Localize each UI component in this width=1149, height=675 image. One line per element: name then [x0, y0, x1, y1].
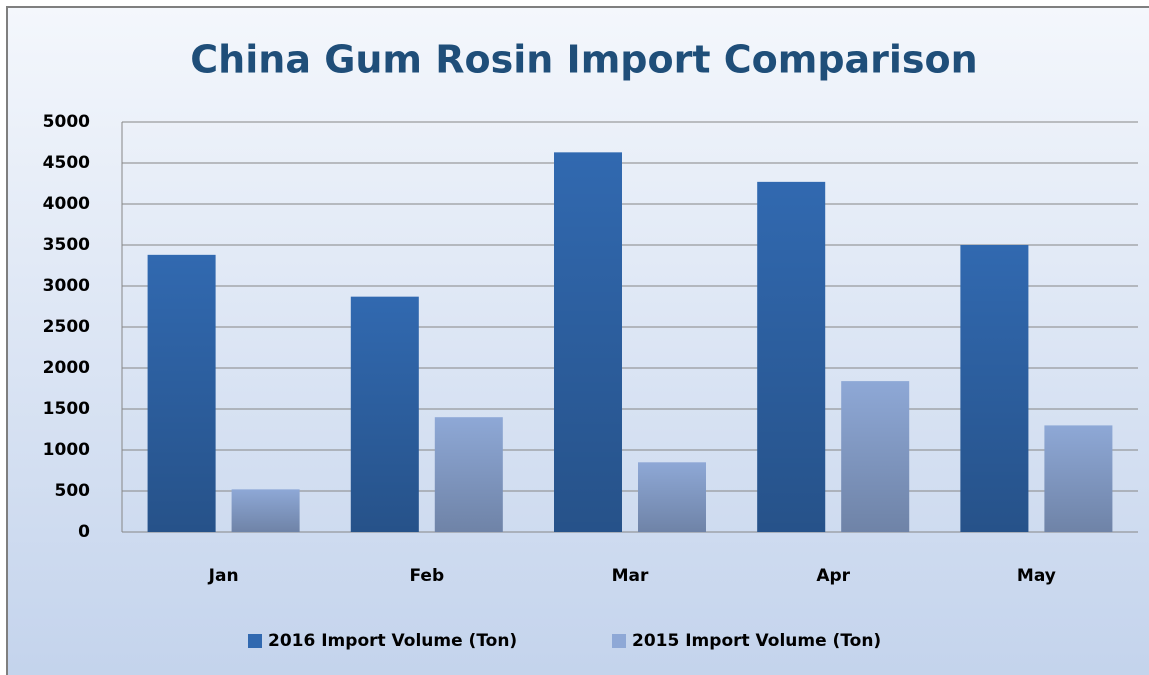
y-tick-label: 500 [55, 481, 91, 501]
y-tick-label: 3500 [43, 235, 90, 255]
y-tick-label: 2000 [43, 358, 90, 378]
x-tick-label: May [1017, 566, 1056, 586]
y-tick-label: 4000 [43, 194, 90, 214]
x-tick-label: Jan [208, 566, 239, 586]
x-tick-label: Feb [409, 566, 444, 586]
chart-title: China Gum Rosin Import Comparison [190, 38, 977, 82]
bar [841, 381, 910, 532]
bar [147, 254, 216, 532]
bar [638, 462, 706, 532]
bar [1044, 425, 1113, 532]
x-tick-label: Mar [612, 566, 649, 586]
x-tick-label: Apr [816, 566, 850, 586]
legend-label: 2016 Import Volume (Ton) [268, 631, 517, 651]
bar [350, 296, 419, 532]
bar [757, 181, 826, 533]
y-tick-label: 2500 [43, 317, 90, 337]
y-tick-label: 1500 [43, 399, 90, 419]
y-tick-label: 4500 [43, 153, 90, 173]
legend-swatch [612, 634, 626, 648]
y-tick-label: 0 [78, 522, 90, 542]
bar [434, 417, 503, 532]
bar [554, 152, 622, 532]
bar [960, 245, 1029, 532]
y-tick-label: 3000 [43, 276, 90, 296]
y-tick-label: 1000 [43, 440, 90, 460]
y-tick-label: 5000 [43, 112, 90, 132]
bar [231, 489, 300, 532]
legend-swatch [248, 634, 262, 648]
legend-label: 2015 Import Volume (Ton) [632, 631, 881, 651]
